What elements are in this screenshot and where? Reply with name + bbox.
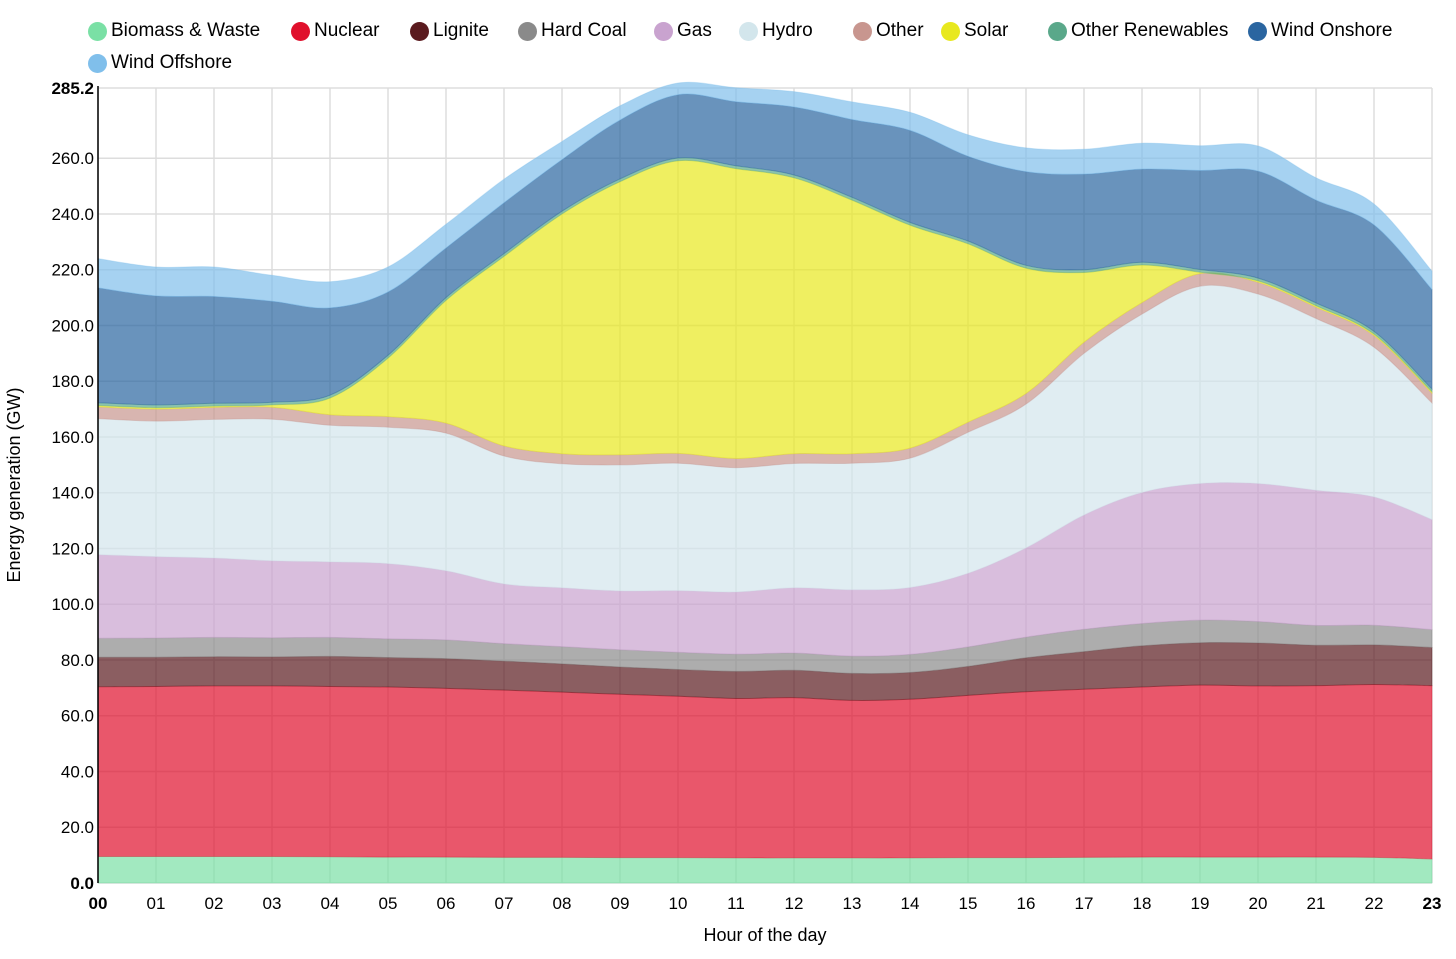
- x-tick-label: 12: [785, 894, 804, 913]
- legend-item[interactable]: Biomass & Waste: [88, 16, 260, 46]
- x-tick-label: 05: [379, 894, 398, 913]
- legend-label: Nuclear: [314, 20, 380, 41]
- y-tick-label: 100.0: [51, 595, 94, 614]
- x-tick-label: 19: [1191, 894, 1210, 913]
- legend-item[interactable]: Hard Coal: [518, 16, 627, 46]
- y-tick-label: 40.0: [61, 762, 94, 781]
- area-gas[interactable]: [97, 482, 1433, 657]
- x-tick-label: 00: [89, 894, 108, 913]
- x-tick-label: 16: [1017, 894, 1036, 913]
- x-tick-label: 18: [1133, 894, 1152, 913]
- area-wind-onshore[interactable]: [97, 93, 1433, 406]
- x-tick-label: 02: [205, 894, 224, 913]
- area-wind-offshore[interactable]: [97, 81, 1433, 309]
- y-tick-label: 260.0: [51, 149, 94, 168]
- legend-swatch: [654, 21, 673, 41]
- y-tick-label: 80.0: [61, 651, 94, 670]
- x-axis-label: Hour of the day: [703, 925, 826, 945]
- legend-label: Other: [876, 20, 924, 41]
- legend-swatch: [88, 53, 107, 73]
- y-tick-label: 160.0: [51, 428, 94, 447]
- area-hard-coal[interactable]: [97, 619, 1433, 675]
- legend-swatch: [853, 21, 872, 41]
- legend-label: Solar: [964, 20, 1009, 41]
- area-biomass-waste[interactable]: [97, 856, 1433, 884]
- legend-item[interactable]: Gas: [654, 16, 712, 46]
- legend-swatch: [1048, 21, 1067, 41]
- legend-swatch: [941, 21, 960, 41]
- legend-item[interactable]: Hydro: [739, 16, 813, 46]
- legend-item[interactable]: Nuclear: [291, 16, 379, 46]
- legend-label: Lignite: [433, 20, 489, 41]
- legend-swatch: [518, 21, 537, 41]
- legend-item[interactable]: Wind Onshore: [1248, 16, 1392, 46]
- x-tick-label: 09: [611, 894, 630, 913]
- legend-label: Gas: [677, 20, 712, 41]
- area-other-renewables[interactable]: [97, 157, 1433, 409]
- x-tick-label: 14: [901, 894, 920, 913]
- x-tick-label: 07: [495, 894, 514, 913]
- x-tick-label: 13: [843, 894, 862, 913]
- legend-label: Hydro: [762, 20, 813, 41]
- legend-item[interactable]: Solar: [941, 16, 1008, 46]
- y-tick-label: 0.0: [70, 874, 94, 893]
- y-tick-label: 20.0: [61, 818, 94, 837]
- x-tick-label: 06: [437, 894, 456, 913]
- x-tick-label: 08: [553, 894, 572, 913]
- y-tick-label: 220.0: [51, 261, 94, 280]
- legend-swatch: [1248, 21, 1267, 41]
- x-tick-label: 11: [727, 894, 745, 913]
- legend-swatch: [291, 21, 310, 41]
- x-tick-label: 23: [1423, 894, 1442, 913]
- legend-swatch: [88, 21, 107, 41]
- y-tick-label: 240.0: [51, 205, 94, 224]
- x-tick-labels: 00 01 02 03 04 05 06 07 08 09 10 11 12 13 14 15 16 17 18 19…: [89, 894, 1442, 913]
- x-tick-label: 01: [147, 894, 166, 913]
- legend-item[interactable]: Lignite: [410, 16, 489, 46]
- x-tick-label: 15: [959, 894, 978, 913]
- y-tick-label: 180.0: [51, 372, 94, 391]
- x-tick-label: 22: [1365, 894, 1384, 913]
- legend-label: Wind Offshore: [111, 52, 233, 73]
- area-series: [97, 81, 1433, 884]
- x-tick-label: 03: [263, 894, 282, 913]
- x-tick-label: 04: [321, 894, 340, 913]
- x-tick-label: 20: [1249, 894, 1268, 913]
- legend-item[interactable]: Wind Offshore: [88, 48, 232, 78]
- area-nuclear[interactable]: [97, 683, 1433, 860]
- legend-item[interactable]: Other Renewables: [1048, 16, 1228, 46]
- y-tick-label: 285.2: [51, 79, 94, 98]
- legend-item[interactable]: Other: [853, 16, 924, 46]
- legend-swatch: [410, 21, 429, 41]
- x-tick-label: 21: [1307, 894, 1326, 913]
- y-tick-label: 200.0: [51, 316, 94, 335]
- y-axis-label: Energy generation (GW): [4, 387, 24, 582]
- x-tick-label: 10: [669, 894, 688, 913]
- legend-label: Other Renewables: [1071, 20, 1229, 41]
- legend-swatch: [739, 21, 758, 41]
- legend-label: Biomass & Waste: [111, 20, 261, 41]
- y-tick-label: 140.0: [51, 484, 94, 503]
- y-tick-label: 120.0: [51, 539, 94, 558]
- legend-label: Wind Onshore: [1271, 20, 1393, 41]
- y-tick-label: 60.0: [61, 707, 94, 726]
- y-tick-labels: 0.0 20.0 40.0 60.0 80.0 100.0 120.0 140.0 160.0 1…: [51, 79, 94, 893]
- legend-label: Hard Coal: [541, 20, 627, 41]
- x-tick-label: 17: [1075, 894, 1094, 913]
